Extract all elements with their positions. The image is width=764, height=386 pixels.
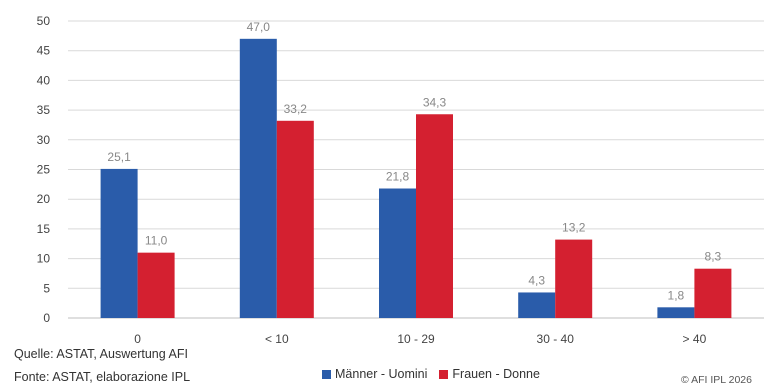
- source-italian: Fonte: ASTAT, elaborazione IPL: [14, 370, 191, 384]
- data-label: 1,8: [668, 288, 685, 302]
- y-tick-label: 25: [37, 163, 51, 177]
- legend-label-frauen: Frauen - Donne: [452, 367, 540, 381]
- x-tick-label: 30 - 40: [537, 332, 575, 346]
- y-tick-label: 10: [37, 252, 51, 266]
- legend-swatch-maenner: [322, 369, 331, 379]
- y-tick-label: 40: [37, 73, 51, 87]
- legend-item-frauen: Frauen - Donne: [439, 367, 540, 381]
- y-tick-label: 45: [37, 44, 51, 58]
- x-tick-label: 10 - 29: [397, 332, 435, 346]
- legend-item-maenner: Männer - Uomini: [322, 367, 427, 381]
- bar-maenner-2: [379, 188, 416, 318]
- bars: [100, 38, 732, 319]
- copyright: © AFI IPL 2026: [681, 374, 752, 386]
- data-label: 34,3: [423, 95, 447, 109]
- y-tick-label: 5: [43, 281, 50, 295]
- bar-frauen-4: [694, 268, 732, 318]
- x-tick-label: < 10: [265, 332, 289, 346]
- data-label: 8,3: [705, 250, 722, 264]
- data-labels: 25,1 11,0 47,0 33,2 21,8 34,3 4,3 13,2 1,8 8,3: [107, 20, 721, 302]
- x-axis-ticks: 0 < 10 10 - 29 30 - 40 > 40: [134, 332, 706, 346]
- source-german: Quelle: ASTAT, Auswertung AFI: [14, 347, 188, 361]
- x-tick-label: 0: [134, 332, 141, 346]
- y-tick-label: 0: [43, 311, 50, 325]
- data-label: 47,0: [247, 20, 271, 34]
- bar-frauen-3: [555, 239, 593, 318]
- data-label: 11,0: [145, 234, 168, 248]
- y-tick-label: 20: [37, 192, 51, 206]
- y-tick-label: 30: [37, 133, 51, 147]
- y-tick-label: 15: [37, 222, 51, 236]
- data-label: 33,2: [284, 102, 308, 116]
- data-label: 13,2: [562, 221, 586, 235]
- bar-frauen-0: [137, 252, 175, 318]
- data-label: 21,8: [386, 170, 410, 184]
- legend-label-maenner: Männer - Uomini: [335, 367, 428, 381]
- y-axis-ticks: 0 5 10 15 20 25 30 35 40 45 50: [37, 14, 51, 325]
- bar-maenner-4: [657, 307, 695, 318]
- bar-maenner-0: [100, 168, 138, 318]
- bar-frauen-2: [416, 114, 453, 319]
- bar-maenner-3: [518, 292, 556, 318]
- legend: Männer - Uomini Frauen - Donne: [322, 367, 540, 381]
- bar-frauen-1: [276, 120, 314, 319]
- data-label: 25,1: [107, 150, 131, 164]
- legend-swatch-frauen: [439, 369, 449, 379]
- y-tick-label: 35: [37, 103, 51, 117]
- x-tick-label: > 40: [683, 332, 707, 346]
- data-label: 4,3: [528, 273, 545, 287]
- bar-maenner-1: [239, 38, 277, 318]
- y-tick-label: 50: [37, 14, 51, 28]
